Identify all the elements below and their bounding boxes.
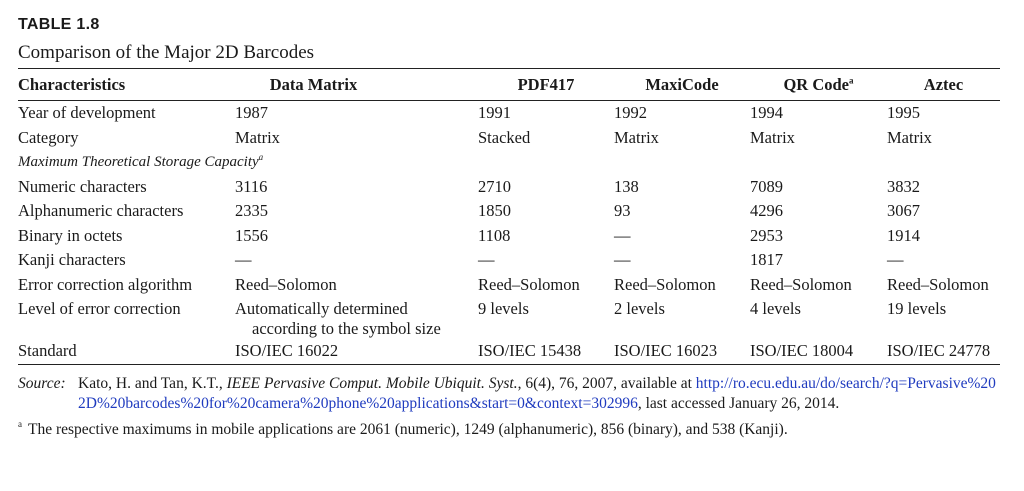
- footnote-mark: a: [18, 419, 22, 430]
- cell-qr-code: 1994: [750, 103, 783, 122]
- cell-maxicode: ISO/IEC 16023: [614, 341, 718, 360]
- table-row: Level of error correction Automatically …: [18, 297, 1000, 339]
- cell-pdf417: 1850: [478, 201, 511, 220]
- row-label: Binary in octets: [18, 225, 123, 245]
- cell-data-matrix: 3116: [235, 176, 268, 196]
- header-qr-code-label: QR Code: [783, 75, 850, 94]
- cell-maxicode: 138: [614, 176, 639, 196]
- table-caption: Comparison of the Major 2D Barcodes: [18, 42, 315, 63]
- table-row: Year of development 1987 1991 1992 1994 …: [18, 101, 1000, 126]
- row-label: Year of development: [18, 103, 156, 122]
- cell-maxicode: 1992: [614, 103, 647, 122]
- table-row: Kanji characters — — — 1817 —: [18, 248, 1000, 273]
- table-row: Alphanumeric characters 2335 1850 93 429…: [18, 199, 1000, 224]
- cell-data-matrix: Automatically determined according to the…: [235, 297, 478, 339]
- table-label: TABLE 1.8: [18, 16, 100, 33]
- cell-aztec: 1914: [887, 225, 920, 245]
- cell-data-matrix: 2335: [235, 201, 268, 220]
- top-rule: [18, 68, 1000, 69]
- section-row: Maximum Theoretical Storage Capacitya: [18, 150, 1000, 175]
- cell-aztec: Matrix: [887, 127, 932, 147]
- cell-data-matrix: Matrix: [235, 127, 280, 147]
- table-container: TABLE 1.8 Comparison of the Major 2D Bar…: [18, 14, 1000, 440]
- cell-maxicode: Matrix: [614, 127, 659, 147]
- cell-pdf417: 9 levels: [478, 299, 529, 318]
- cell-aztec: —: [887, 250, 904, 269]
- cell-data-matrix: Reed–Solomon: [235, 274, 337, 294]
- cell-qr-code: ISO/IEC 18004: [750, 341, 854, 360]
- cell-pdf417: 1108: [478, 225, 511, 245]
- cell-aztec: 3067: [887, 201, 920, 220]
- cell-pdf417: Reed–Solomon: [478, 274, 580, 294]
- comparison-table: Characteristics Data Matrix PDF417 MaxiC…: [18, 69, 1000, 365]
- source-details: , 6(4), 76, 2007, available at: [517, 374, 696, 392]
- header-qr-code: QR Codea: [750, 69, 887, 101]
- cell-maxicode: Reed–Solomon: [614, 274, 716, 294]
- source-link[interactable]: http://ro.ecu.edu.au/do/search/?q=Pervas…: [78, 374, 996, 412]
- row-label: Kanji characters: [18, 250, 126, 269]
- header-characteristics: Characteristics: [18, 75, 126, 94]
- cell-pdf417: ISO/IEC 15438: [478, 341, 582, 360]
- table-row: Numeric characters 3116 2710 138 7089 38…: [18, 175, 1000, 200]
- source-authors: Kato, H. and Tan, K.T.,: [78, 374, 227, 392]
- cell-qr-code: 7089: [750, 176, 783, 196]
- table-row: Error correction algorithm Reed–Solomon …: [18, 273, 1000, 298]
- cell-maxicode: —: [614, 250, 631, 269]
- header-aztec: Aztec: [923, 75, 964, 94]
- source-note: Source: Kato, H. and Tan, K.T., IEEE Per…: [18, 374, 1000, 414]
- row-label: Standard: [18, 341, 77, 360]
- cell-qr-code: 4 levels: [750, 299, 801, 318]
- footnote: a The respective maximums in mobile appli…: [18, 420, 1000, 440]
- cell-qr-code: Matrix: [750, 127, 795, 147]
- cell-data-matrix: —: [235, 250, 252, 269]
- source-journal: IEEE Pervasive Comput. Mobile Ubiquit. S…: [226, 374, 518, 392]
- cell-pdf417: 2710: [478, 176, 511, 196]
- cell-aztec: 1995: [887, 103, 920, 122]
- cell-line: according to the symbol size: [252, 319, 441, 338]
- row-label: Category: [18, 127, 79, 147]
- cell-maxicode: 93: [614, 201, 631, 220]
- cell-data-matrix: ISO/IEC 16022: [235, 341, 339, 360]
- source-label: Source:: [18, 374, 66, 392]
- header-pdf417: PDF417: [517, 75, 575, 94]
- cell-aztec: ISO/IEC 24778: [887, 341, 991, 360]
- footnote-text: The respective maximums in mobile applic…: [28, 420, 788, 438]
- cell-pdf417: 1991: [478, 103, 511, 122]
- table-row: Standard ISO/IEC 16022 ISO/IEC 15438 ISO…: [18, 339, 1000, 364]
- cell-maxicode: 2 levels: [614, 299, 665, 318]
- cell-pdf417: Stacked: [478, 127, 531, 147]
- row-label: Numeric characters: [18, 176, 147, 196]
- cell-qr-code: 4296: [750, 201, 783, 220]
- cell-aztec: 3832: [887, 176, 920, 196]
- cell-qr-code: 1817: [750, 250, 783, 269]
- cell-line: Automatically determined: [235, 299, 408, 318]
- header-qr-code-footnote-mark: a: [849, 75, 854, 86]
- table-row: Binary in octets 1556 1108 — 2953 1914: [18, 224, 1000, 249]
- cell-data-matrix: 1556: [235, 225, 268, 245]
- cell-data-matrix: 1987: [235, 103, 268, 122]
- table-row: Category Matrix Stacked Matrix Matrix Ma…: [18, 126, 1000, 151]
- section-footnote-mark: a: [258, 152, 264, 162]
- cell-aztec: 19 levels: [887, 299, 947, 318]
- header-row: Characteristics Data Matrix PDF417 MaxiC…: [18, 69, 1000, 101]
- cell-pdf417: —: [478, 250, 495, 269]
- cell-qr-code: 2953: [750, 225, 783, 245]
- header-maxicode: MaxiCode: [645, 75, 719, 94]
- cell-aztec: Reed–Solomon: [887, 274, 989, 294]
- row-label: Error correction algorithm: [18, 274, 193, 294]
- source-accessed: , last accessed January 26, 2014.: [637, 394, 840, 412]
- row-label: Alphanumeric characters: [18, 201, 184, 220]
- section-heading: Maximum Theoretical Storage Capacitya: [18, 150, 1000, 175]
- section-heading-label: Maximum Theoretical Storage Capacity: [18, 154, 259, 170]
- cell-qr-code: Reed–Solomon: [750, 274, 852, 294]
- cell-maxicode: —: [614, 225, 631, 245]
- header-data-matrix: Data Matrix: [269, 75, 358, 94]
- row-label: Level of error correction: [18, 299, 181, 318]
